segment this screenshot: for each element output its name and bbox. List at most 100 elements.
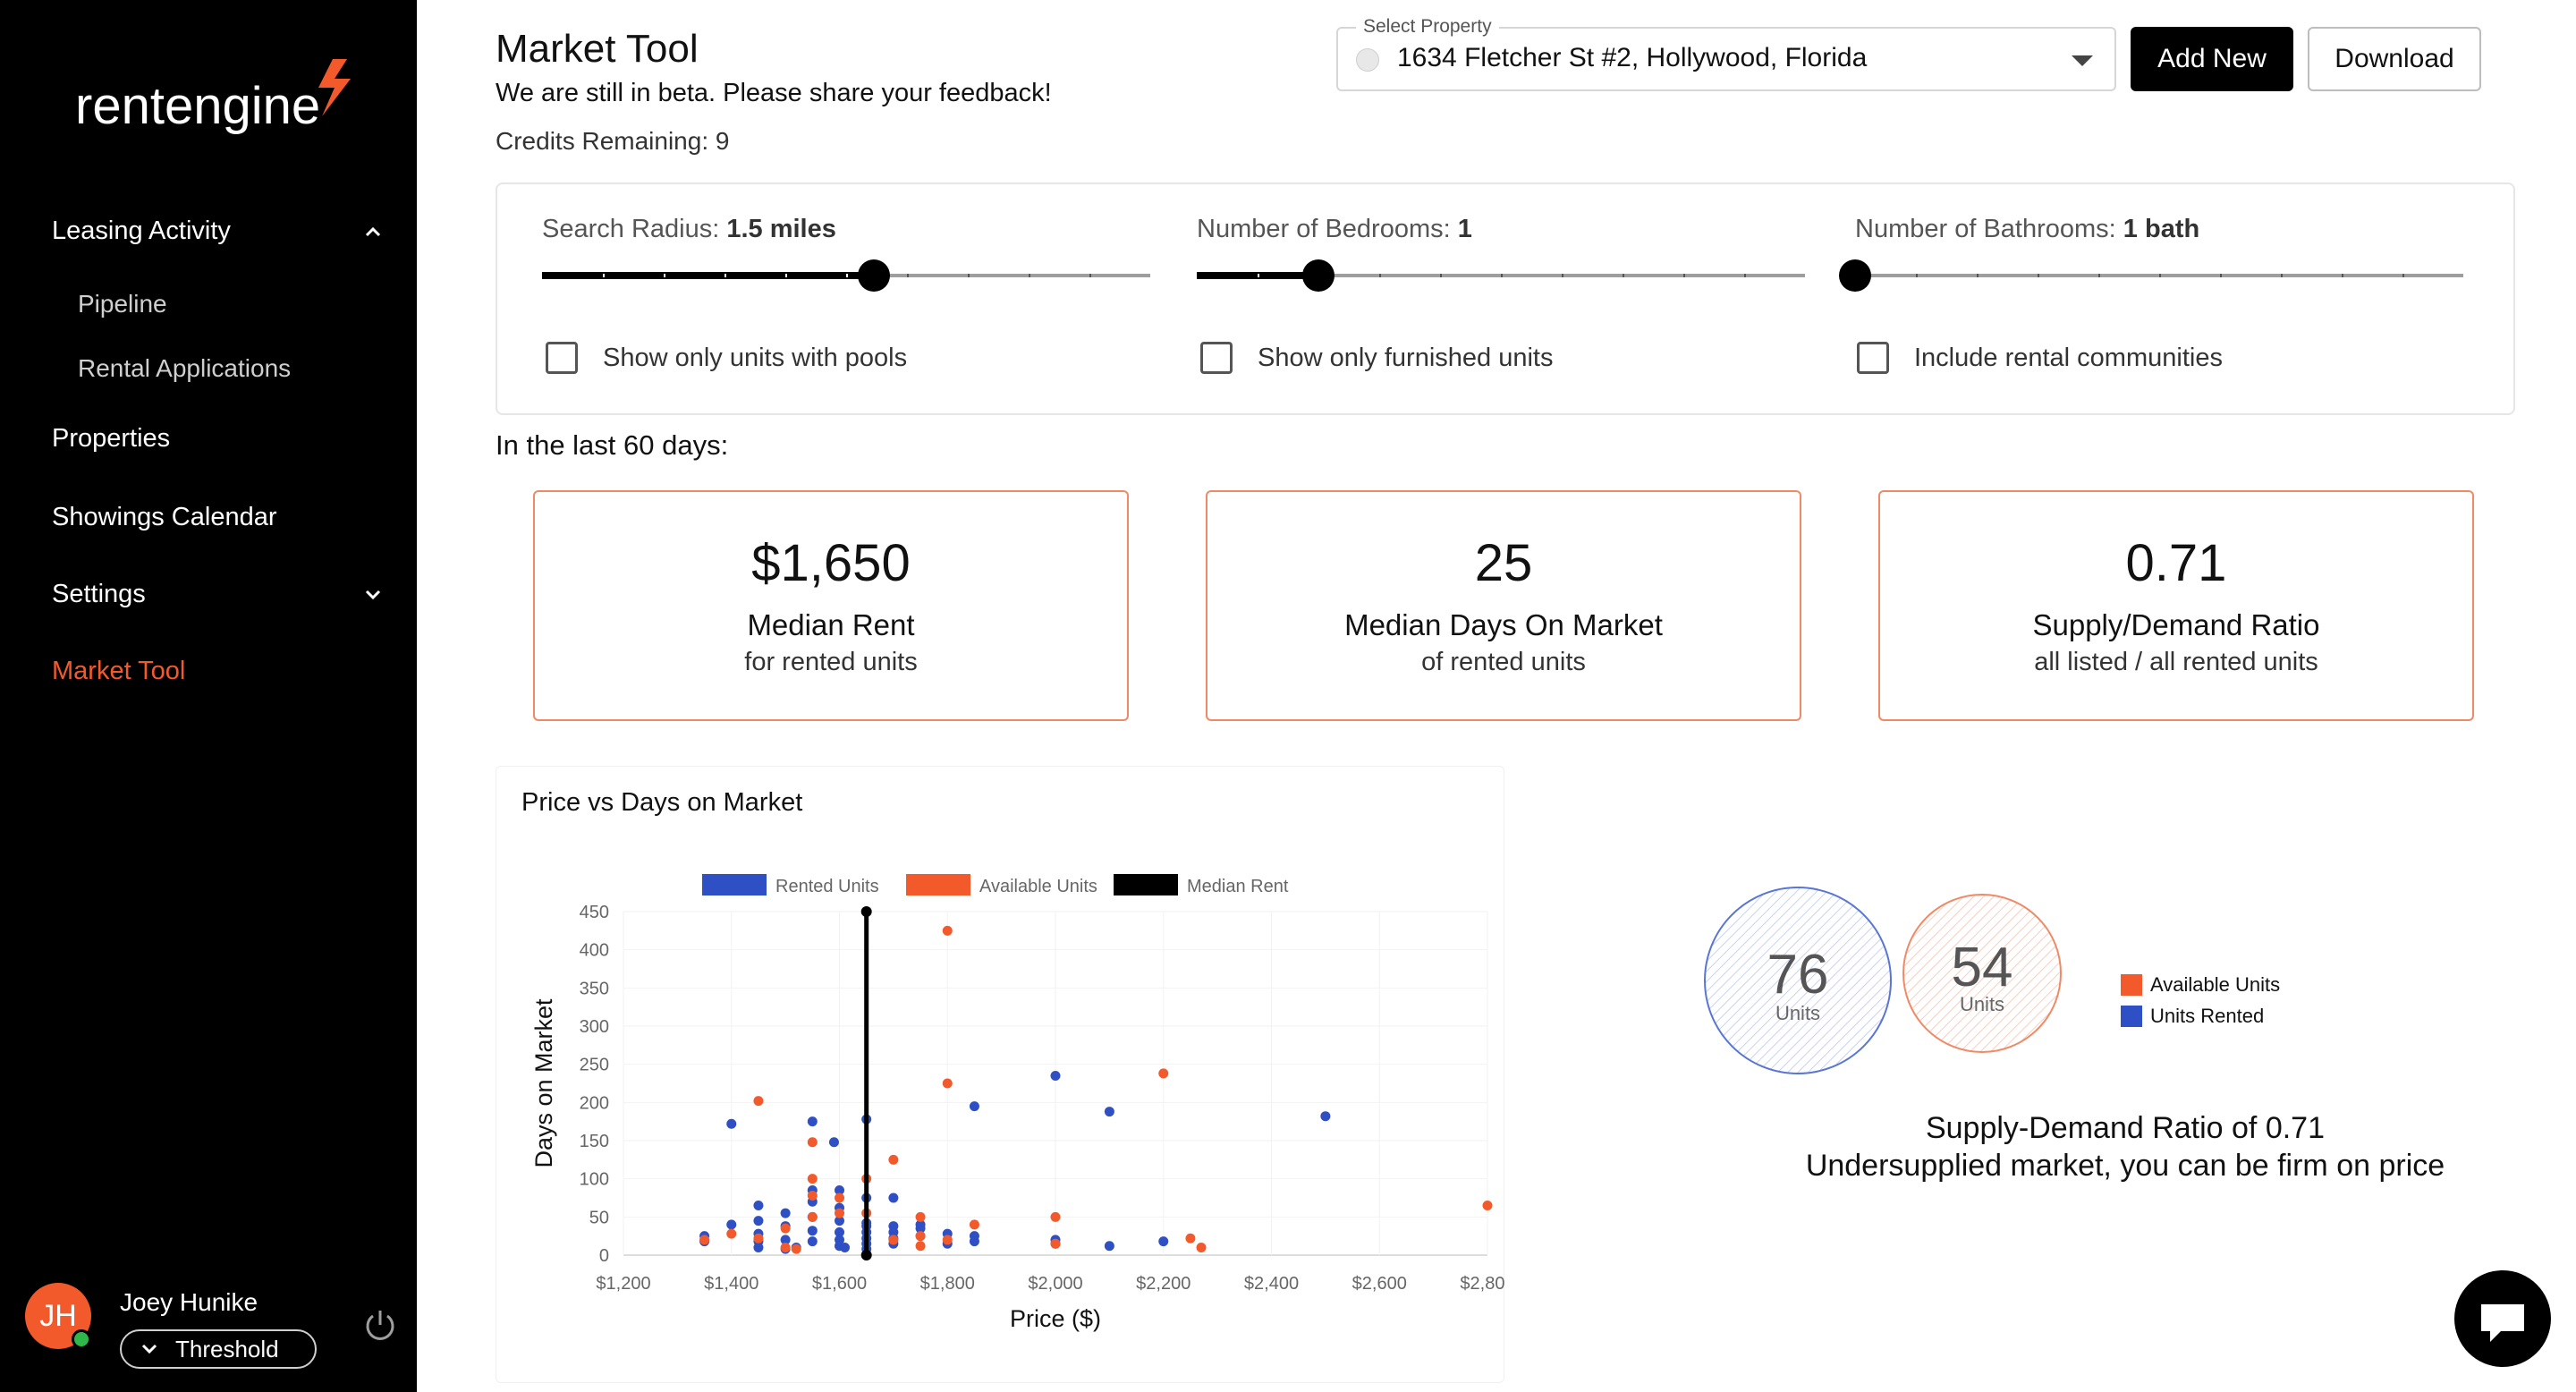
chat-button[interactable]	[2454, 1270, 2551, 1367]
slider-tick	[1916, 274, 1918, 277]
slider-tick	[1562, 274, 1563, 277]
slider-tick	[1258, 274, 1259, 277]
available-unit-point	[942, 925, 953, 936]
slider-tick	[2098, 274, 2100, 277]
search-radius-value: 1.5 miles	[726, 215, 836, 243]
rented-unit-point	[969, 1101, 979, 1112]
rented-unit-point	[1050, 1070, 1061, 1081]
sidebar-item-settings[interactable]: Settings	[52, 580, 146, 609]
price-vs-days-chart-card: Price vs Days on Market 0 50 100 150 200 250 3…	[496, 766, 1505, 1383]
avatar-initials: JH	[39, 1298, 77, 1333]
sidebar-item-label: Leasing Activity	[52, 216, 231, 245]
legend-label: Median Rent	[1187, 877, 1289, 896]
slider-tick	[1089, 274, 1091, 277]
checkbox-icon	[546, 342, 578, 374]
chevron-up-icon[interactable]	[361, 220, 385, 243]
available-unit-point	[915, 1241, 926, 1252]
y-tick-label: 150	[580, 1132, 609, 1151]
chevron-down-icon[interactable]	[361, 583, 385, 607]
ratio-recommendation: Undersupplied market, you can be firm on…	[1805, 1149, 2445, 1183]
scatter-chart: 0 50 100 150 200 250 300 350 400 450 $1,200 $1,400 $…	[530, 874, 1505, 1332]
rented-unit-point	[915, 1223, 926, 1234]
legend-rented-label: Units Rented	[2150, 1005, 2264, 1027]
rented-units-bubble	[1704, 887, 1892, 1074]
search-radius-label-text: Search Radius:	[542, 215, 727, 243]
sidebar-item-showings-calendar[interactable]: Showings Calendar	[52, 503, 276, 532]
pools-checkbox[interactable]: Show only units with pools	[546, 342, 907, 374]
property-select[interactable]: Select Property 1634 Fletcher St #2, Hol…	[1336, 16, 2116, 91]
slider-tick	[1440, 274, 1442, 277]
sidebar-item-properties[interactable]: Properties	[52, 424, 170, 454]
sidebar-item-label: Pipeline	[78, 290, 167, 318]
communities-checkbox[interactable]: Include rental communities	[1857, 342, 2223, 374]
user-name: Joey Hunike	[120, 1288, 258, 1316]
available-unit-point	[807, 1211, 818, 1222]
sidebar-item-rental-applications[interactable]: Rental Applications	[78, 354, 291, 383]
sidebar-item-label: Showings Calendar	[52, 503, 277, 531]
y-tick-label: 200	[580, 1093, 609, 1113]
rented-units-value: 76	[1767, 944, 1829, 1006]
slider-thumb[interactable]	[1839, 259, 1871, 292]
rentengine-logo[interactable]: rentengine	[75, 52, 361, 141]
sidebar-item-pipeline[interactable]: Pipeline	[78, 290, 167, 318]
slider-tick	[1977, 274, 1979, 277]
beta-notice: We are still in beta. Please share your …	[496, 79, 1052, 107]
sidebar-item-market-tool[interactable]: Market Tool	[52, 657, 185, 686]
slider-tick	[785, 274, 787, 277]
rented-unit-point	[835, 1226, 844, 1237]
available-unit-point	[1482, 1201, 1493, 1211]
slider-tick	[724, 274, 726, 277]
stat-subtitle: for rented units	[744, 648, 918, 676]
rented-unit-point	[835, 1184, 844, 1195]
x-axis-label: Price ($)	[1010, 1305, 1101, 1332]
sidebar-item-leasing-activity[interactable]: Leasing Activity	[52, 216, 231, 246]
slider-tick	[2342, 274, 2343, 277]
avatar[interactable]: JH	[25, 1283, 91, 1349]
legend-available-swatch	[2121, 974, 2142, 996]
bedrooms-slider[interactable]	[1197, 259, 1805, 292]
furnished-checkbox[interactable]: Show only furnished units	[1200, 342, 1553, 374]
slider-thumb[interactable]	[1302, 259, 1335, 292]
available-unit-point	[699, 1235, 710, 1245]
property-status-icon	[1356, 48, 1379, 72]
x-tick-label: $2,000	[1028, 1274, 1082, 1294]
chart-title: Price vs Days on Market	[521, 788, 803, 817]
median-rent-endpoint	[860, 906, 872, 917]
y-tick-label: 0	[599, 1246, 609, 1266]
sidebar-item-label: Market Tool	[52, 657, 186, 685]
slider-tick	[2038, 274, 2039, 277]
slider-thumb[interactable]	[857, 259, 890, 292]
rented-unit-point	[726, 1219, 737, 1230]
chat-icon	[2481, 1304, 2524, 1342]
x-tick-label: $2,600	[1352, 1274, 1407, 1294]
available-unit-point	[1185, 1233, 1196, 1243]
stat-title: Median Rent	[747, 608, 915, 641]
bathrooms-slider[interactable]	[1839, 259, 2463, 292]
checkbox-icon	[1857, 342, 1889, 374]
x-tick-label: $1,200	[596, 1274, 650, 1294]
download-button[interactable]: Download	[2308, 27, 2481, 91]
power-icon[interactable]	[361, 1306, 399, 1344]
stat-value: $1,650	[751, 534, 911, 592]
slider-tick	[846, 274, 848, 277]
rented-unit-point	[840, 1242, 851, 1252]
rented-unit-point	[780, 1235, 791, 1245]
rented-unit-point	[780, 1208, 791, 1218]
credits-remaining: Credits Remaining: 9	[496, 127, 730, 155]
rented-unit-point	[1320, 1111, 1331, 1122]
available-unit-point	[1050, 1211, 1061, 1222]
search-radius-slider[interactable]	[542, 259, 1150, 292]
rented-unit-point	[828, 1137, 839, 1148]
available-unit-point	[1050, 1238, 1061, 1249]
organization-switcher[interactable]: Threshold	[120, 1329, 317, 1369]
available-unit-point	[942, 1078, 953, 1089]
filters-panel: Search Radius: 1.5 miles Number of Bedro…	[496, 182, 2515, 415]
legend-swatch	[1114, 874, 1178, 895]
rented-unit-point	[1158, 1236, 1169, 1247]
slider-tick	[2220, 274, 2222, 277]
bedrooms-label: Number of Bedrooms: 1	[1197, 215, 1472, 244]
slider-tick	[1623, 274, 1624, 277]
bedrooms-value: 1	[1457, 215, 1472, 243]
add-new-button[interactable]: Add New	[2131, 27, 2293, 91]
page-title: Market Tool	[496, 27, 699, 71]
